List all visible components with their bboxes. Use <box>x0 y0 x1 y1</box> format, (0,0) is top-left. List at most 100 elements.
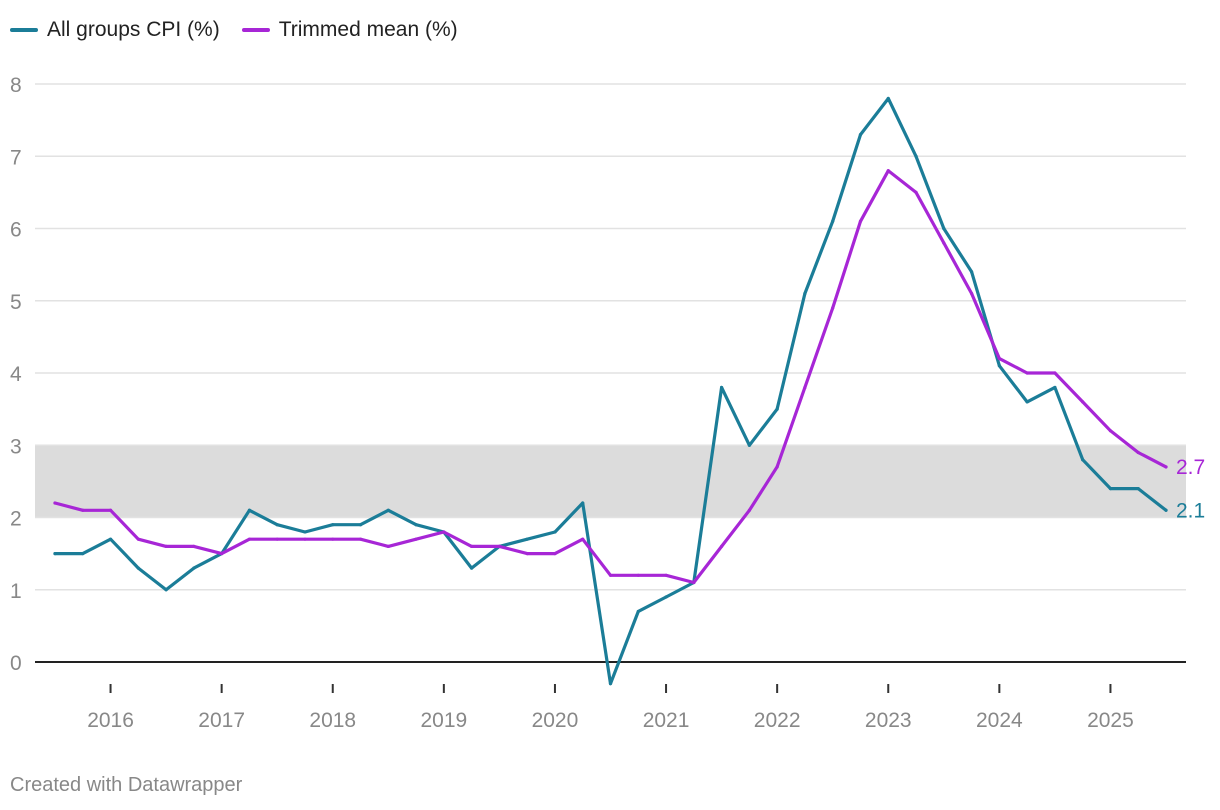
data-point-cpi-25 <box>747 443 751 447</box>
data-point-trimmed-mean-25 <box>747 508 751 512</box>
data-point-trimmed-mean-34 <box>997 356 1001 361</box>
data-point-cpi-10 <box>331 523 335 527</box>
y-tick-label-0: 0 <box>10 652 22 675</box>
data-point-trimmed-mean-32 <box>942 241 946 245</box>
data-point-trimmed-mean-28 <box>831 306 835 310</box>
data-point-trimmed-mean-17 <box>525 552 529 556</box>
y-tick-label-7: 7 <box>10 146 22 169</box>
series-line-trimmed-mean <box>53 169 1168 585</box>
data-point-trimmed-mean-1 <box>81 508 85 512</box>
data-point-cpi-5 <box>192 566 196 570</box>
datawrapper-credit: Created with Datawrapper <box>10 774 243 796</box>
data-point-cpi-34 <box>997 364 1001 368</box>
data-point-trimmed-mean-35 <box>1025 371 1029 375</box>
data-point-cpi-38 <box>1108 487 1113 491</box>
data-point-trimmed-mean-11 <box>358 537 363 541</box>
data-point-cpi-19 <box>581 501 585 505</box>
data-point-trimmed-mean-18 <box>553 552 557 556</box>
data-point-cpi-7 <box>247 508 252 512</box>
data-point-cpi-13 <box>414 523 418 527</box>
data-point-trimmed-mean-31 <box>914 190 918 194</box>
data-point-trimmed-mean-7 <box>247 537 252 541</box>
x-tick-label-2016: 2016 <box>87 709 134 732</box>
data-point-cpi-0 <box>53 552 57 556</box>
data-point-cpi-3 <box>136 566 140 570</box>
y-tick-label-2: 2 <box>10 508 22 531</box>
series-line-cpi <box>53 96 1168 686</box>
data-point-cpi-27 <box>803 291 807 296</box>
data-point-cpi-30 <box>886 96 890 101</box>
legend-label-cpi: All groups CPI (%) <box>47 18 220 41</box>
data-point-trimmed-mean-16 <box>497 544 501 549</box>
data-point-trimmed-mean-19 <box>581 537 585 541</box>
data-point-trimmed-mean-24 <box>720 544 724 549</box>
data-point-cpi-26 <box>775 407 779 411</box>
data-point-cpi-32 <box>942 226 946 231</box>
data-point-cpi-31 <box>914 154 918 158</box>
data-point-trimmed-mean-40 <box>1164 465 1168 469</box>
data-point-trimmed-mean-5 <box>192 544 196 549</box>
data-point-trimmed-mean-15 <box>470 544 474 549</box>
data-point-trimmed-mean-0 <box>53 501 57 505</box>
data-point-trimmed-mean-4 <box>164 544 168 549</box>
data-point-cpi-37 <box>1081 458 1085 462</box>
data-point-trimmed-mean-14 <box>442 530 446 534</box>
data-point-cpi-36 <box>1053 385 1057 390</box>
data-point-trimmed-mean-27 <box>803 385 807 390</box>
data-point-trimmed-mean-33 <box>969 291 974 296</box>
data-point-cpi-39 <box>1136 487 1140 491</box>
x-tick-label-2017: 2017 <box>198 709 245 732</box>
legend-swatch-trimmed-mean <box>241 28 270 32</box>
data-point-trimmed-mean-29 <box>858 219 863 223</box>
target-band <box>35 445 1186 518</box>
data-point-cpi-21 <box>636 609 640 614</box>
y-tick-label-8: 8 <box>10 74 22 97</box>
end-label-trimmed-mean: 2.7 <box>1176 456 1205 479</box>
y-tick-label-6: 6 <box>10 219 22 242</box>
data-point-trimmed-mean-6 <box>220 552 224 556</box>
data-point-cpi-8 <box>275 523 279 527</box>
data-point-trimmed-mean-3 <box>136 537 140 541</box>
data-point-trimmed-mean-20 <box>608 573 613 577</box>
data-point-trimmed-mean-8 <box>275 537 279 541</box>
data-point-trimmed-mean-39 <box>1136 450 1140 455</box>
data-point-cpi-2 <box>108 537 113 541</box>
data-point-cpi-33 <box>969 270 974 274</box>
data-point-trimmed-mean-26 <box>775 465 779 469</box>
chart-legend: All groups CPI (%) Trimmed mean (%) <box>10 14 480 46</box>
x-tick-label-2019: 2019 <box>420 709 467 732</box>
data-point-trimmed-mean-21 <box>636 573 640 577</box>
legend-label-trimmed-mean: Trimmed mean (%) <box>278 18 458 41</box>
x-tick-label-2024: 2024 <box>976 709 1023 732</box>
line-chart: 0 1 2 3 4 5 6 7 8 2016 2017 2018 2019 2020 2021 2022 202… <box>10 74 1205 732</box>
data-point-cpi-15 <box>470 566 474 570</box>
y-tick-label-1: 1 <box>10 580 22 603</box>
data-point-cpi-9 <box>303 530 307 534</box>
data-point-trimmed-mean-37 <box>1081 400 1085 404</box>
data-point-cpi-1 <box>81 552 85 556</box>
legend-item-cpi: All groups CPI (%) <box>10 18 220 42</box>
data-point-trimmed-mean-9 <box>303 537 307 541</box>
data-point-trimmed-mean-12 <box>386 544 390 549</box>
data-point-cpi-29 <box>858 132 863 137</box>
data-point-trimmed-mean-36 <box>1053 371 1057 375</box>
data-point-trimmed-mean-22 <box>664 573 668 577</box>
y-tick-label-5: 5 <box>10 291 22 314</box>
data-point-cpi-18 <box>553 530 557 534</box>
data-point-cpi-4 <box>164 588 168 592</box>
data-point-trimmed-mean-23 <box>692 580 696 585</box>
data-point-trimmed-mean-2 <box>108 508 113 512</box>
data-point-trimmed-mean-13 <box>414 537 418 541</box>
y-tick-label-4: 4 <box>10 363 22 386</box>
legend-swatch-cpi <box>10 28 38 32</box>
legend-item-trimmed-mean: Trimmed mean (%) <box>241 18 458 42</box>
data-point-trimmed-mean-38 <box>1108 429 1113 433</box>
x-tick-label-2020: 2020 <box>532 709 579 732</box>
x-tick-label-2022: 2022 <box>754 709 801 732</box>
x-tick-label-2021: 2021 <box>643 709 690 732</box>
end-label-cpi: 2.1 <box>1176 499 1205 522</box>
x-tick-label-2025: 2025 <box>1087 709 1134 732</box>
data-point-trimmed-mean-30 <box>886 169 890 173</box>
data-point-cpi-12 <box>386 508 390 512</box>
x-tick-label-2023: 2023 <box>865 709 912 732</box>
